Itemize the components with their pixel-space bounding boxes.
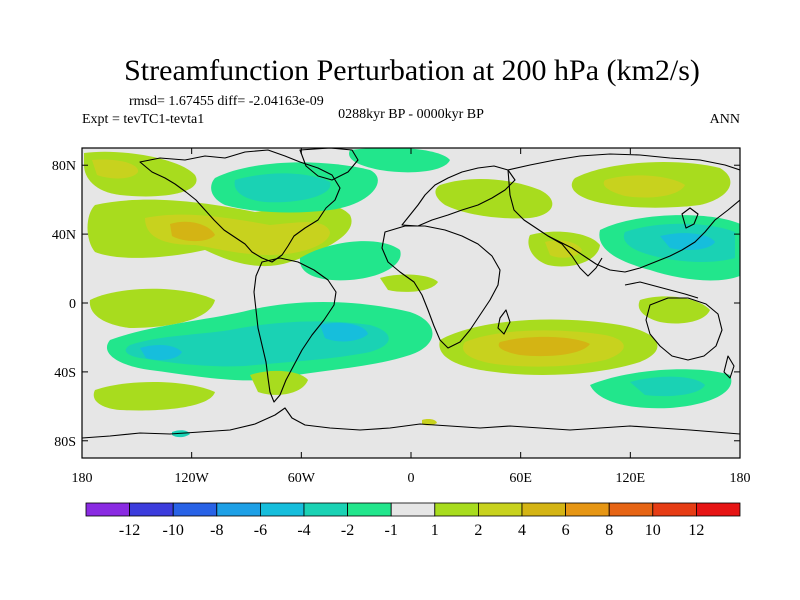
colorbar-swatch [172, 502, 218, 517]
colorbar-label: 2 [474, 522, 482, 539]
contour-eastasia-negative-core [660, 233, 715, 250]
colorbar-swatch [477, 502, 523, 517]
contour-southatlantic-negative-core [320, 322, 368, 342]
coast-north-america [139, 149, 341, 263]
contour-nz-negative-inner [630, 376, 705, 397]
lat-tick-label: 0 [69, 297, 76, 312]
season-text: ANN [710, 112, 740, 127]
contour-labrador-negative-inner [234, 173, 331, 203]
lon-tick-label: 120W [175, 471, 210, 486]
colorbar-label: -6 [254, 522, 267, 539]
colorbar-swatch [652, 502, 697, 517]
axis-ticks: 80N 40N 0 40S 80S 180 120W 60W 0 60E 120E 180 [52, 148, 751, 486]
colorbar-swatch [390, 502, 436, 517]
map-panel: 80N 40N 0 40S 80S 180 120W 60W 0 60E 120E 180 [52, 147, 751, 486]
contour-sepacific-positive [93, 381, 215, 411]
colorbar-label: 12 [688, 522, 704, 539]
colorbar-swatch [85, 502, 130, 517]
coast-australia [645, 297, 723, 361]
colorbar-swatch [434, 502, 479, 517]
contour-eqpacific-positive [89, 288, 215, 328]
lat-tick-label: 40N [52, 228, 76, 243]
lon-tick-label: 0 [408, 471, 415, 486]
contour-middleeast-positive-inner [545, 240, 582, 258]
colorbar-label: -12 [119, 522, 140, 539]
lon-tick-label: 180 [72, 471, 93, 486]
coast-indonesia [624, 281, 699, 299]
colorbar-swatch [129, 502, 174, 517]
colorbar-swatch [216, 502, 261, 517]
contour-africa-positive [380, 274, 438, 292]
colorbar-swatch [608, 502, 654, 517]
contour-natlantic-negative [349, 148, 450, 173]
contour-fields [82, 148, 740, 439]
colorbar-swatch [303, 502, 348, 517]
figure-title: Streamfunction Perturbation at 200 hPa (… [124, 54, 700, 87]
contour-indian-positive-core [498, 336, 590, 357]
contour-australia-positive [638, 296, 710, 324]
coast-africa [381, 225, 501, 349]
colorbar-label: -1 [385, 522, 398, 539]
lat-tick-label: 40S [54, 366, 76, 381]
coast-greenland [299, 148, 359, 181]
colorbar-swatch [521, 502, 566, 517]
contour-southern-negative-core [140, 344, 182, 360]
colorbar-label: 4 [518, 522, 526, 539]
coast-madagascar [497, 309, 511, 335]
colorbar-label: 8 [605, 522, 613, 539]
coast-japan [681, 207, 699, 229]
lon-tick-label: 60E [509, 471, 532, 486]
coast-new-zealand [723, 355, 735, 379]
experiment-text: Expt = tevTC1-tevta1 [82, 112, 204, 127]
contour-patagonia-positive [250, 370, 308, 395]
colorbar-swatch [347, 502, 392, 517]
contour-eurasia-positive [435, 178, 553, 219]
colorbar-label: -8 [210, 522, 223, 539]
coast-arabia-india [547, 235, 603, 277]
colorbar: -12 -10 -8 -6 -4 -2 -1 1 2 4 6 8 10 12 [85, 502, 741, 539]
stats-text: rmsd= 1.67455 diff= -2.04163e-09 [129, 94, 324, 109]
lat-tick-label: 80N [52, 159, 76, 174]
colorbar-label: -4 [297, 522, 310, 539]
coast-antarctica [82, 407, 740, 439]
lat-tick-label: 80S [54, 435, 76, 450]
contour-antarctic-positive [422, 419, 437, 426]
period-text: 0288kyr BP - 0000kyr BP [338, 107, 484, 122]
coast-south-america [253, 257, 337, 403]
colorbar-label: 1 [431, 522, 439, 539]
colorbar-swatch [565, 502, 610, 517]
colorbar-swatch [696, 502, 741, 517]
colorbar-label: 6 [562, 522, 570, 539]
lon-tick-label: 60W [288, 471, 316, 486]
colorbar-swatch [259, 502, 305, 517]
colorbar-label: -10 [163, 522, 184, 539]
contour-tatlantic-negative [299, 241, 401, 281]
lon-tick-label: 120E [616, 471, 646, 486]
colorbar-label: 10 [645, 522, 661, 539]
coastlines [82, 148, 740, 439]
contour-npacific-positive-inner [92, 159, 139, 179]
colorbar-label: -2 [341, 522, 354, 539]
contour-wna-positive-core [170, 221, 215, 242]
lon-tick-label: 180 [730, 471, 751, 486]
contour-nwpacific-positive-inner [603, 175, 685, 198]
